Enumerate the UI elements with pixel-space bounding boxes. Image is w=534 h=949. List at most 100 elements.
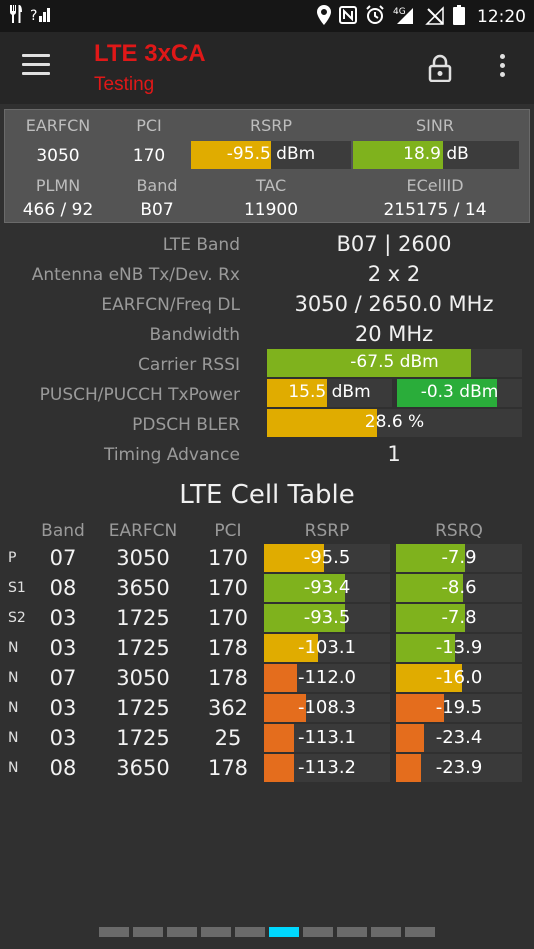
cell-rsrp-meter: -103.1 [264,634,390,662]
cell-rsrq-meter: -7.8 [396,604,522,632]
cell-rsrp-text: -112.0 [297,667,357,688]
cell-rsrp-fill [264,664,297,692]
nfc-icon [339,6,357,28]
cell-rsrp-meter: -108.3 [264,694,390,722]
rsrp-header: RSRP [249,116,293,135]
cell-rsrp-fill [264,724,295,752]
cell-rsrp-meter: -95.5 [264,544,390,572]
status-time: 12:20 [477,7,526,27]
status-bar: ? 4G 12:20 [0,0,534,32]
earfcn-freq-value: 3050 / 2650.0 MHz [294,292,494,316]
carrier-rssi-text: -67.5 dBm [350,352,439,372]
cell-table-title: LTE Cell Table [179,480,355,510]
cell-rsrq-text: -23.4 [435,727,483,748]
app-toolbar: LTE 3xCA Testing [0,32,534,104]
cell-rsrq-fill [396,574,463,602]
cell-rsrq-text: -13.9 [435,637,483,658]
cell-rsrq-meter: -23.4 [396,724,522,752]
tac-header: TAC [255,176,287,195]
serving-cell-summary: EARFCN PCI RSRP SINR 3050 170 -95.5 dBm … [4,109,530,223]
page-dot[interactable] [371,927,401,937]
earfcn-column-header: EARFCN [108,521,178,541]
cell-rsrq-text: -7.8 [441,607,477,628]
cell-rsrq-meter: -19.5 [396,694,522,722]
cell-earfcn: 1725 [116,606,170,630]
ecellid-value: 215175 / 14 [383,200,487,220]
pusch-txpower-meter: 15.5 dBm [267,379,392,407]
cell-rsrp-meter: -113.1 [264,724,390,752]
cell-rsrp-fill [264,694,306,722]
table-row: P 07 3050 170 -95.5 -7.9 [0,544,534,574]
cell-earfcn: 3650 [116,756,170,780]
carrier-rssi-meter: -67.5 dBm [267,349,522,377]
plmn-header: PLMN [35,176,81,195]
cell-pci: 362 [207,696,249,720]
cell-band: 08 [49,756,77,780]
page-dot[interactable] [167,927,197,937]
cell-type: N [8,640,19,656]
table-row: N 03 1725 362 -108.3 -19.5 [0,694,534,724]
rsrp-meter-text: -95.5 dBm [226,144,316,164]
cell-band: 08 [49,576,77,600]
page-dot[interactable] [337,927,367,937]
tac-value: 11900 [243,200,299,220]
table-row: N 07 3050 178 -112.0 -16.0 [0,664,534,694]
location-icon [317,5,331,29]
cell-rsrq-fill [396,754,422,782]
cell-rsrp-fill [264,604,345,632]
cell-rsrp-text: -93.5 [303,607,351,628]
cell-rsrp-fill [264,574,345,602]
cell-earfcn: 1725 [116,726,170,750]
app-title: LTE 3xCA [94,40,206,67]
cell-pci: 178 [207,666,249,690]
carrier-rssi-fill [267,349,471,377]
bandwidth-value: 20 MHz [354,322,434,346]
alarm-icon [365,5,385,29]
fork-knife-icon [8,4,24,29]
sinr-meter-fill [353,141,443,169]
cell-rsrp-meter: -112.0 [264,664,390,692]
timing-advance-value: 1 [387,442,401,466]
page-dot[interactable] [269,927,299,937]
more-options-icon[interactable] [492,54,512,82]
cell-rsrp-meter: -93.5 [264,604,390,632]
cell-rsrp-text: -93.4 [303,577,351,598]
page-dot[interactable] [303,927,333,937]
no-signal-icon [425,5,445,29]
table-row: S2 03 1725 170 -93.5 -7.8 [0,604,534,634]
cell-rsrq-text: -7.9 [441,547,477,568]
cell-earfcn: 1725 [116,636,170,660]
cell-rsrp-fill [264,754,295,782]
cell-rsrp-meter: -113.2 [264,754,390,782]
page-dot[interactable] [235,927,265,937]
page-dot[interactable] [99,927,129,937]
pucch-txpower-fill [397,379,497,407]
cell-type: N [8,730,19,746]
lte-band-label: LTE Band [162,235,240,255]
carrier-rssi-label: Carrier RSSI [138,355,240,375]
plmn-value: 466 / 92 [22,200,94,220]
cell-earfcn: 1725 [116,696,170,720]
cell-band: 03 [49,636,77,660]
cell-band: 07 [49,546,77,570]
earfcn-freq-label: EARFCN/Freq DL [101,295,240,315]
page-dot[interactable] [133,927,163,937]
hamburger-menu-icon[interactable] [22,54,50,80]
cell-rsrq-fill [396,724,424,752]
cell-type: P [8,550,17,566]
app-subtitle: Testing [94,74,155,95]
cell-rsrp-text: -108.3 [297,697,357,718]
page-dot[interactable] [405,927,435,937]
lock-icon[interactable] [428,54,452,83]
page-dot[interactable] [201,927,231,937]
earfcn-value: 3050 [36,146,80,166]
cell-rsrp-text: -113.1 [297,727,357,748]
cell-rsrq-meter: -7.9 [396,544,522,572]
cell-type: S2 [8,610,26,626]
lte-band-value: B07 | 2600 [336,232,452,256]
pci-value: 170 [132,146,166,166]
cell-rsrp-text: -103.1 [297,637,357,658]
cell-band: 03 [49,696,77,720]
table-row: N 08 3650 178 -113.2 -23.9 [0,754,534,784]
pusch-txpower-text: 15.5 dBm [288,382,371,402]
